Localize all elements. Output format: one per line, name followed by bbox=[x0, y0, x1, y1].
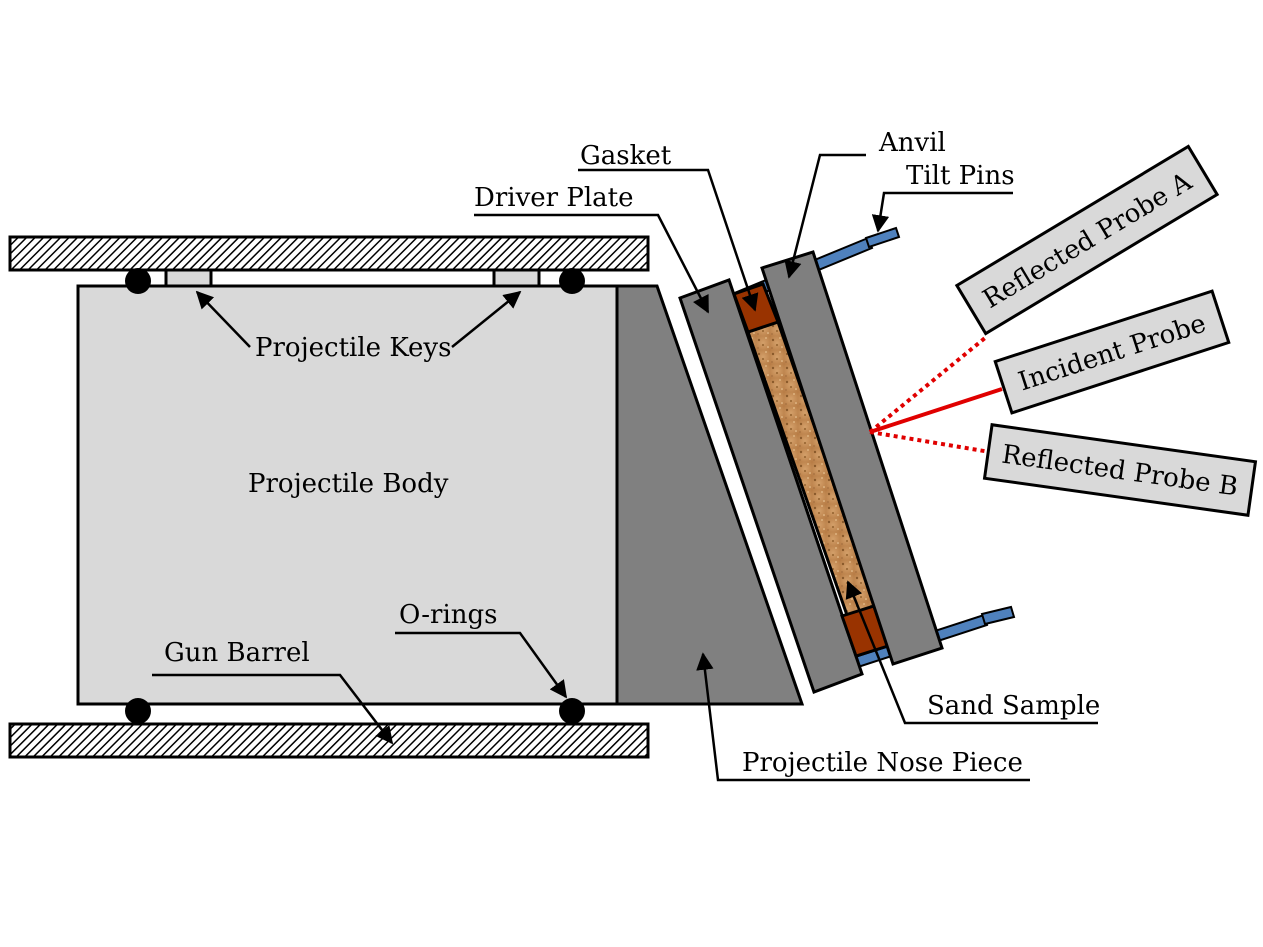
leader-lines bbox=[152, 153, 1098, 782]
anvil bbox=[760, 250, 944, 666]
o-rings-label: O-rings bbox=[399, 600, 498, 630]
gasket-label: Gasket bbox=[580, 141, 672, 171]
gun-barrel-bottom-wall bbox=[8, 722, 650, 759]
sand-sample-label: Sand Sample bbox=[927, 691, 1100, 721]
o-ring-top-right bbox=[559, 268, 585, 294]
reflected-probe-a-beam bbox=[868, 336, 987, 434]
gun-barrel-label: Gun Barrel bbox=[164, 638, 310, 668]
o-ring-top-left bbox=[125, 268, 151, 294]
projectile-body bbox=[76, 284, 619, 706]
incident-probe: Incident Probe bbox=[993, 289, 1231, 415]
projectile-keys-label: Projectile Keys bbox=[255, 333, 451, 363]
projectile-nose-piece bbox=[615, 284, 805, 706]
incident-probe-beam bbox=[869, 387, 1003, 434]
projectile-nose-piece-label: Projectile Nose Piece bbox=[742, 748, 1023, 778]
gun-barrel-top-wall bbox=[8, 235, 650, 272]
projectile-key-right bbox=[492, 268, 541, 288]
tilt-pins-label: Tilt Pins bbox=[906, 161, 1015, 191]
driver-plate-label: Driver Plate bbox=[474, 183, 634, 213]
o-ring-bottom-left bbox=[125, 698, 151, 724]
anvil-label: Anvil bbox=[878, 128, 946, 158]
reflected-probe-b: Reflected Probe B bbox=[982, 423, 1258, 517]
projectile-body-label: Projectile Body bbox=[248, 469, 449, 499]
projectile-key-left bbox=[164, 268, 213, 288]
driver-plate bbox=[678, 278, 864, 694]
o-ring-bottom-right bbox=[559, 698, 585, 724]
reflected-probe-b-beam bbox=[869, 430, 991, 454]
